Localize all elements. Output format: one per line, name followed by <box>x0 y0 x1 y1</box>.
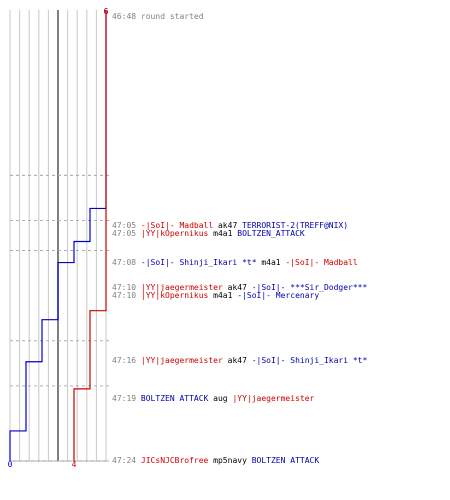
log-part: m4a1 <box>208 291 238 300</box>
series-end-label: 0 <box>8 460 13 469</box>
log-time: 47:24 <box>112 456 137 465</box>
series-line-1 <box>73 10 107 461</box>
log-part: -|SoI|- Mercenary <box>237 291 320 300</box>
log-part: |YY|jaegermeister <box>232 394 315 403</box>
log-time: 47:05 <box>112 221 137 230</box>
log-part: m4a1 <box>208 229 238 238</box>
log-line: 47:19 BOLTZEN ATTACK aug |YY|jaegermeist… <box>112 394 314 403</box>
log-part: -|SoI|- Shinji_Ikari *t* <box>251 356 368 365</box>
log-line: 46:48 round started <box>112 12 204 21</box>
log-part: |YY|kOpernikus <box>140 229 209 238</box>
log-part: ak47 <box>213 221 243 230</box>
log-part: -|SoI|- Madball <box>285 258 358 267</box>
log-line: 47:16 |YY|jaegermeister ak47 -|SoI|- Shi… <box>112 356 367 365</box>
log-part: m4a1 <box>256 258 286 267</box>
log-part: |YY|jaegermeister <box>140 356 223 365</box>
log-part: -|SoI|- Madball <box>140 221 214 230</box>
log-time: 47:16 <box>112 356 137 365</box>
log-part: BOLTZEN ATTACK <box>140 394 209 403</box>
log-part: TERRORIST-2(TREFF@NIX) <box>242 221 349 230</box>
log-part: BOLTZEN ATTACK <box>251 456 320 465</box>
log-line: 47:05 |YY|kOpernikus m4a1 BOLTZEN_ATTACK <box>112 229 305 238</box>
log-part: ak47 <box>222 283 252 292</box>
log-time: 47:19 <box>112 394 137 403</box>
log-part: -|SoI|- Shinji_Ikari *t* <box>140 258 257 267</box>
log-part: BOLTZEN_ATTACK <box>237 229 305 238</box>
log-time: 47:05 <box>112 229 137 238</box>
log-line: 47:24 JICsNJCBrofree mp5navy BOLTZEN ATT… <box>112 456 319 465</box>
log-part: -|SoI|- ***Sir_Dodger*** <box>251 283 368 292</box>
log-line: 47:08 -|SoI|- Shinji_Ikari *t* m4a1 -|So… <box>112 258 358 267</box>
log-line: 47:10 |YY|kOpernikus m4a1 -|SoI|- Mercen… <box>112 291 319 300</box>
log-part: ak47 <box>222 356 252 365</box>
series-line-0 <box>9 10 107 461</box>
log-line: 47:10 |YY|jaegermeister ak47 -|SoI|- ***… <box>112 283 367 292</box>
log-part: |YY|kOpernikus <box>140 291 209 300</box>
log-time: 47:10 <box>112 283 137 292</box>
log-part: mp5navy <box>208 456 252 465</box>
log-part: round started <box>140 12 204 21</box>
log-time: 47:10 <box>112 291 137 300</box>
log-part: |YY|jaegermeister <box>140 283 223 292</box>
log-time: 46:48 <box>112 12 137 21</box>
series-end-label: 4 <box>72 460 77 469</box>
log-part: JICsNJCBrofree <box>140 456 209 465</box>
log-part: aug <box>208 394 233 403</box>
log-line: 47:05 -|SoI|- Madball ak47 TERRORIST-2(T… <box>112 221 348 230</box>
series-start-label: 6 <box>104 7 109 16</box>
log-time: 47:08 <box>112 258 137 267</box>
